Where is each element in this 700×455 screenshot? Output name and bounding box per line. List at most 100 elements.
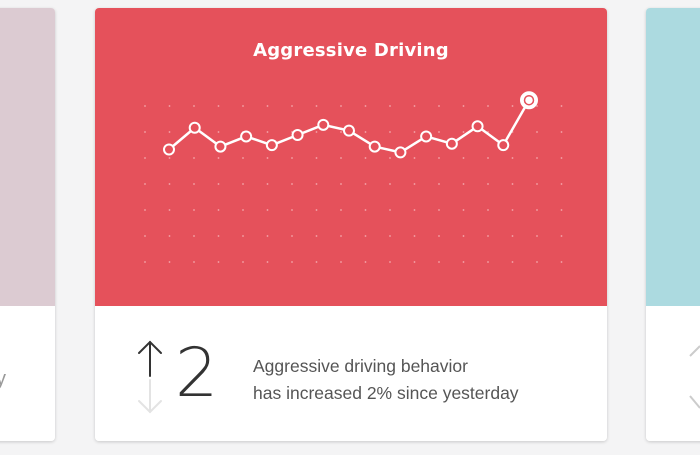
grid-dot: [438, 261, 440, 263]
grid-dot: [560, 157, 563, 159]
grid-dot: [168, 209, 171, 211]
grid-dot: [438, 209, 440, 211]
grid-dot: [438, 105, 440, 107]
grid-dot: [315, 261, 318, 263]
grid-dot: [389, 157, 391, 159]
grid-dot: [462, 131, 465, 133]
grid-dot: [266, 235, 269, 237]
grid-dot: [438, 131, 440, 133]
grid-dot: [340, 157, 342, 159]
grid-dot: [217, 235, 220, 237]
grid-dot: [364, 261, 367, 263]
grid-dot: [413, 261, 416, 263]
grid-dot: [193, 105, 195, 107]
grid-dot: [242, 235, 244, 237]
grid-dot: [266, 209, 269, 211]
grid-dot: [487, 261, 489, 263]
grid-dot: [217, 131, 220, 133]
card-aggressive-driving[interactable]: Aggressive Driving 2 Aggressive driving …: [95, 8, 607, 441]
card-previous-header: [0, 8, 55, 306]
grid-dot: [144, 261, 146, 263]
grid-dot: [536, 235, 538, 237]
grid-dot: [340, 209, 342, 211]
grid-dot: [168, 157, 171, 159]
data-point: [343, 124, 355, 137]
grid-dot: [560, 209, 563, 211]
card-next[interactable]: [646, 8, 700, 441]
data-point: [163, 143, 175, 156]
description-line-1: Aggressive driving behavior: [253, 356, 468, 376]
grid-dot: [168, 105, 171, 107]
grid-dot: [389, 209, 391, 211]
data-point: [471, 120, 484, 133]
grid-dot: [364, 131, 367, 133]
grid-dot: [315, 105, 318, 107]
grid-dot: [413, 183, 416, 185]
grid-dot: [315, 235, 318, 237]
grid-dot: [536, 105, 538, 107]
grid-dot: [340, 235, 342, 237]
grid-dot: [193, 209, 195, 211]
grid-dot: [462, 183, 465, 185]
data-point: [265, 139, 278, 152]
grid-dot: [487, 183, 489, 185]
grid-dot: [511, 261, 514, 263]
data-point: [214, 140, 227, 153]
card-previous-text-fragment: y: [0, 368, 6, 390]
grid-dot: [217, 261, 220, 263]
grid-dot: [242, 261, 244, 263]
grid-dot: [340, 261, 342, 263]
grid-dot: [193, 157, 195, 159]
data-point: [394, 146, 407, 159]
grid-dot: [291, 235, 293, 237]
data-point-current-ring: [523, 94, 535, 106]
grid-dot: [144, 235, 146, 237]
data-point: [497, 139, 510, 152]
card-previous[interactable]: y: [0, 8, 55, 441]
grid-dot: [560, 131, 563, 133]
grid-dot: [168, 235, 171, 237]
grid-dot: [560, 105, 563, 107]
grid-dot: [217, 209, 220, 211]
arrow-down-icon: [689, 345, 700, 409]
grid-dot: [462, 105, 465, 107]
grid-dot: [315, 131, 318, 133]
metric-description: Aggressive driving behavior has increase…: [253, 353, 519, 407]
grid-dot: [168, 131, 171, 133]
grid-dot: [413, 131, 416, 133]
grid-dot: [560, 235, 563, 237]
grid-dot: [389, 261, 391, 263]
data-point: [368, 140, 381, 153]
grid-dot: [340, 183, 342, 185]
grid-dot: [511, 183, 514, 185]
grid-dot: [438, 157, 440, 159]
grid-dot: [511, 235, 514, 237]
grid-dot: [266, 105, 269, 107]
grid-dot: [438, 183, 440, 185]
grid-dot: [242, 157, 244, 159]
card-title: Aggressive Driving: [253, 40, 449, 61]
grid-dot: [511, 209, 514, 211]
data-point: [188, 121, 201, 134]
card-header: Aggressive Driving: [95, 8, 607, 306]
grid-dot: [462, 209, 465, 211]
grid-dot: [364, 183, 367, 185]
grid-dot: [536, 157, 538, 159]
grid-dot: [242, 183, 244, 185]
arrow-down-icon: [138, 379, 162, 414]
grid-dot: [315, 183, 318, 185]
data-point: [445, 137, 458, 150]
line-chart: [144, 91, 563, 263]
grid-dot: [487, 157, 489, 159]
grid-dot: [217, 157, 220, 159]
grid-dot: [487, 105, 489, 107]
grid-dot: [389, 183, 391, 185]
grid-dot: [168, 183, 171, 185]
grid-dot: [144, 157, 146, 159]
grid-dot: [413, 235, 416, 237]
grid-dot: [487, 209, 489, 211]
card-body: [95, 306, 607, 441]
grid-dot: [413, 105, 416, 107]
grid-dot: [413, 209, 416, 211]
grid-dot: [560, 183, 563, 185]
